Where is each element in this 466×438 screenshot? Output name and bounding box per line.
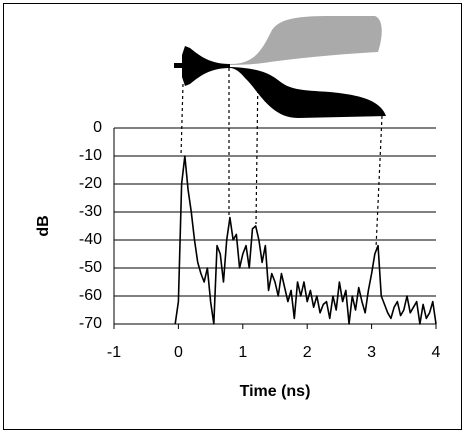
x-axis-label: Time (ns) [240, 383, 311, 400]
y-tick-label: -60 [79, 287, 102, 304]
y-tick-label: -70 [79, 315, 102, 332]
y-tick-label: -50 [79, 259, 102, 276]
signal-line [174, 155, 437, 325]
guide-lines [180, 68, 383, 249]
y-tick-label: -10 [79, 147, 102, 164]
frame [3, 3, 462, 430]
x-tick-label: 4 [432, 344, 441, 361]
y-tick-label: -20 [79, 175, 102, 192]
x-tick-label: 3 [367, 344, 376, 361]
y-tick-label: -30 [79, 203, 102, 220]
y-axis-label: dB [35, 215, 52, 236]
y-tick-label: -40 [79, 231, 102, 248]
y-tick-label: 0 [93, 119, 102, 136]
antenna-diagram [174, 16, 386, 118]
x-tick-label: -1 [107, 344, 121, 361]
x-tick-label: 1 [238, 344, 247, 361]
x-tick-label: 2 [303, 344, 312, 361]
x-tick-label: 0 [174, 344, 183, 361]
